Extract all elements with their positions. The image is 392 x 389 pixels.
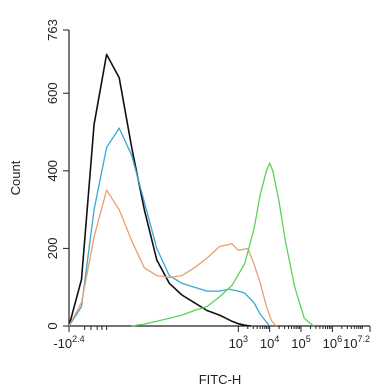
series-line-1 xyxy=(68,53,252,327)
y-tick-label: 763 xyxy=(45,19,60,41)
y-ticks: 0 200 400 600 763 xyxy=(45,19,69,330)
series-line-2 xyxy=(68,127,271,327)
x-ticks: -102.4 103 104 105 106 107.2 xyxy=(53,326,371,351)
y-tick-label: 0 xyxy=(45,322,60,329)
y-tick-label: 600 xyxy=(45,82,60,104)
x-axis-label: FITC-H xyxy=(199,372,242,387)
x-tick-label: 106 xyxy=(323,334,342,351)
x-tick-label: 107.2 xyxy=(343,334,370,351)
x-tick-label: 103 xyxy=(229,334,248,351)
y-axis-label: Count xyxy=(8,160,23,195)
series-line-4 xyxy=(131,162,315,327)
x-tick-label: -102.4 xyxy=(53,334,84,351)
x-tick-label: 105 xyxy=(291,334,310,351)
y-tick-label: 400 xyxy=(45,160,60,182)
y-tick-label: 200 xyxy=(45,238,60,260)
x-tick-label: 104 xyxy=(260,334,279,351)
series-line-3 xyxy=(68,189,277,327)
plot-area: 0 200 400 600 763 -102.4 103 104 105 106 107.2 xyxy=(45,19,371,351)
series-layer xyxy=(68,53,315,327)
